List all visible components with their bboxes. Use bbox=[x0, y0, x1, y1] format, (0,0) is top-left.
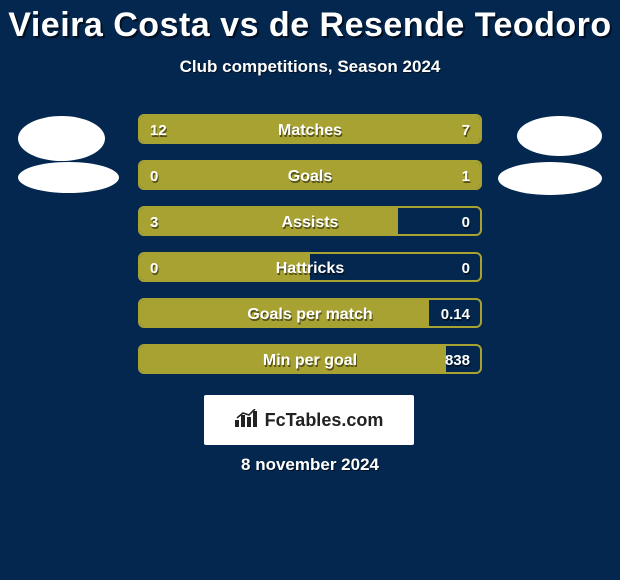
brand-badge: FcTables.com bbox=[204, 395, 414, 445]
stat-row: 30Assists bbox=[0, 206, 620, 252]
stat-row: 0.14Goals per match bbox=[0, 298, 620, 344]
stat-bar-track: 30Assists bbox=[138, 206, 482, 236]
stat-row: 127Matches bbox=[0, 114, 620, 160]
stat-bar-fill-left bbox=[140, 300, 429, 326]
player-photo-left bbox=[18, 162, 119, 193]
infographic-container: Vieira Costa vs de Resende Teodoro Club … bbox=[0, 0, 620, 580]
stat-bar-track: 01Goals bbox=[138, 160, 482, 190]
stat-bar-track: 127Matches bbox=[138, 114, 482, 144]
stat-bar-track: 0.14Goals per match bbox=[138, 298, 482, 328]
player-photo-right bbox=[517, 116, 602, 156]
stat-row: 00Hattricks bbox=[0, 252, 620, 298]
player-photo-left bbox=[18, 116, 105, 161]
stat-value-right: 0 bbox=[462, 208, 470, 236]
brand-inner: FcTables.com bbox=[235, 409, 384, 432]
stat-bar-fill-right bbox=[354, 116, 480, 142]
page-title: Vieira Costa vs de Resende Teodoro bbox=[0, 6, 620, 45]
stat-bar-fill-left bbox=[140, 208, 398, 234]
player-photo-right bbox=[498, 162, 602, 195]
stat-value-right: 0.14 bbox=[441, 300, 470, 328]
stat-value-right: 838 bbox=[445, 346, 470, 374]
stat-bar-fill-left bbox=[140, 346, 446, 372]
chart-icon bbox=[235, 409, 259, 432]
brand-text: FcTables.com bbox=[265, 410, 384, 431]
date-label: 8 november 2024 bbox=[0, 455, 620, 475]
stat-bar-track: 838Min per goal bbox=[138, 344, 482, 374]
stat-rows: 127Matches 01Goals 30Assists 00Hattricks 0.1… bbox=[0, 114, 620, 390]
stat-value-right: 0 bbox=[462, 254, 470, 282]
stat-bar-track: 00Hattricks bbox=[138, 252, 482, 282]
page-subtitle: Club competitions, Season 2024 bbox=[0, 57, 620, 77]
stat-row: 01Goals bbox=[0, 160, 620, 206]
stat-bar-fill-left bbox=[140, 254, 310, 280]
stat-bar-fill-right bbox=[140, 162, 480, 188]
stat-row: 838Min per goal bbox=[0, 344, 620, 390]
stat-bar-fill-left bbox=[140, 116, 354, 142]
